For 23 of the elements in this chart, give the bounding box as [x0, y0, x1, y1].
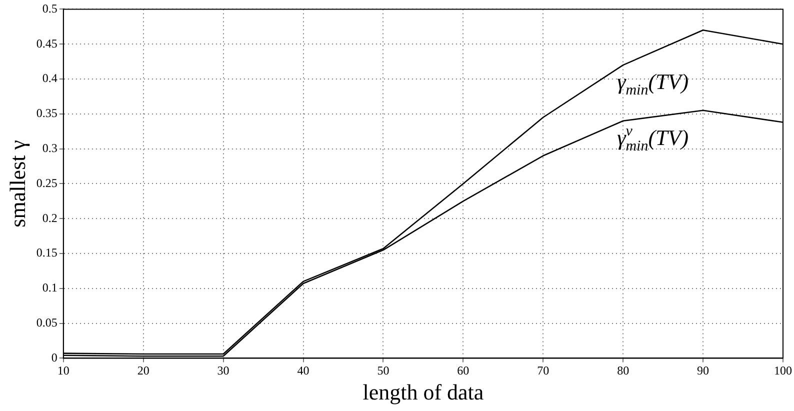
- y-tick-label: 0.2: [42, 210, 58, 225]
- y-tick-label: 0.15: [36, 246, 58, 260]
- x-tick-label: 60: [457, 364, 470, 378]
- x-axis-title: length of data: [362, 380, 484, 405]
- y-tick-label: 0: [51, 350, 58, 364]
- y-tick-label: 0.35: [36, 106, 58, 120]
- y-tick-label: 0.5: [42, 1, 58, 16]
- x-tick-label: 50: [377, 364, 390, 378]
- y-tick-label: 0.4: [42, 71, 58, 86]
- y-axis-title: smallest γ: [4, 140, 30, 228]
- x-tick-label: 30: [217, 364, 230, 378]
- y-tick-label: 0.1: [42, 280, 58, 295]
- x-tick-label: 80: [617, 364, 630, 378]
- x-tick-label: 10: [57, 364, 70, 378]
- y-tick-label: 0.05: [36, 315, 58, 330]
- x-tick-label: 100: [774, 364, 792, 378]
- y-tick-label: 0.45: [36, 36, 58, 50]
- x-tick-label: 90: [697, 364, 710, 378]
- y-tick-label: 0.3: [42, 140, 58, 155]
- x-tick-label: 70: [537, 364, 550, 378]
- y-tick-label: 0.25: [36, 176, 58, 190]
- x-tick-label: 40: [297, 364, 310, 378]
- x-tick-label: 20: [137, 364, 150, 378]
